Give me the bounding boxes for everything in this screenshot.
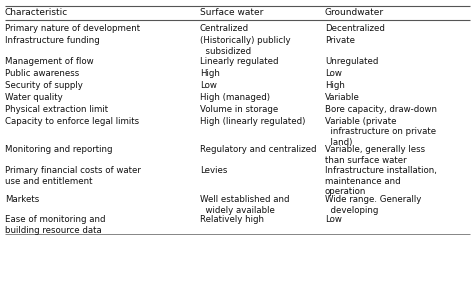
Text: Characteristic: Characteristic xyxy=(5,8,68,17)
Text: Groundwater: Groundwater xyxy=(325,8,384,17)
Text: (Historically) publicly
  subsidized: (Historically) publicly subsidized xyxy=(200,36,291,56)
Text: Ease of monitoring and
building resource data: Ease of monitoring and building resource… xyxy=(5,216,106,235)
Text: Unregulated: Unregulated xyxy=(325,56,378,66)
Text: Variable, generally less
than surface water: Variable, generally less than surface wa… xyxy=(325,146,425,165)
Text: Low: Low xyxy=(325,69,342,78)
Text: Capacity to enforce legal limits: Capacity to enforce legal limits xyxy=(5,117,139,126)
Text: Private: Private xyxy=(325,36,355,45)
Text: High: High xyxy=(200,69,220,78)
Text: Physical extraction limit: Physical extraction limit xyxy=(5,104,108,114)
Text: Variable (private
  infrastructure on private
  land): Variable (private infrastructure on priv… xyxy=(325,117,436,147)
Text: Water quality: Water quality xyxy=(5,92,63,101)
Text: Regulatory and centralized: Regulatory and centralized xyxy=(200,146,317,155)
Text: Markets: Markets xyxy=(5,195,39,204)
Text: High (linearly regulated): High (linearly regulated) xyxy=(200,117,305,126)
Text: Management of flow: Management of flow xyxy=(5,56,94,66)
Text: Low: Low xyxy=(200,81,217,89)
Text: Primary financial costs of water
use and entitlement: Primary financial costs of water use and… xyxy=(5,166,141,186)
Text: Surface water: Surface water xyxy=(200,8,264,17)
Text: Low: Low xyxy=(325,216,342,224)
Text: Infrastructure installation,
maintenance and
operation: Infrastructure installation, maintenance… xyxy=(325,166,437,197)
Text: High: High xyxy=(325,81,345,89)
Text: Bore capacity, draw-down: Bore capacity, draw-down xyxy=(325,104,437,114)
Text: Infrastructure funding: Infrastructure funding xyxy=(5,36,100,45)
Text: Centralized: Centralized xyxy=(200,24,249,33)
Text: Monitoring and reporting: Monitoring and reporting xyxy=(5,146,112,155)
Text: Relatively high: Relatively high xyxy=(200,216,264,224)
Text: Volume in storage: Volume in storage xyxy=(200,104,278,114)
Text: Wide range. Generally
  developing: Wide range. Generally developing xyxy=(325,195,421,215)
Text: Primary nature of development: Primary nature of development xyxy=(5,24,140,33)
Text: Security of supply: Security of supply xyxy=(5,81,83,89)
Text: Linearly regulated: Linearly regulated xyxy=(200,56,279,66)
Text: Decentralized: Decentralized xyxy=(325,24,385,33)
Text: High (managed): High (managed) xyxy=(200,92,270,101)
Text: Well established and
  widely available: Well established and widely available xyxy=(200,195,290,215)
Text: Levies: Levies xyxy=(200,166,228,175)
Text: Variable: Variable xyxy=(325,92,360,101)
Text: Public awareness: Public awareness xyxy=(5,69,79,78)
